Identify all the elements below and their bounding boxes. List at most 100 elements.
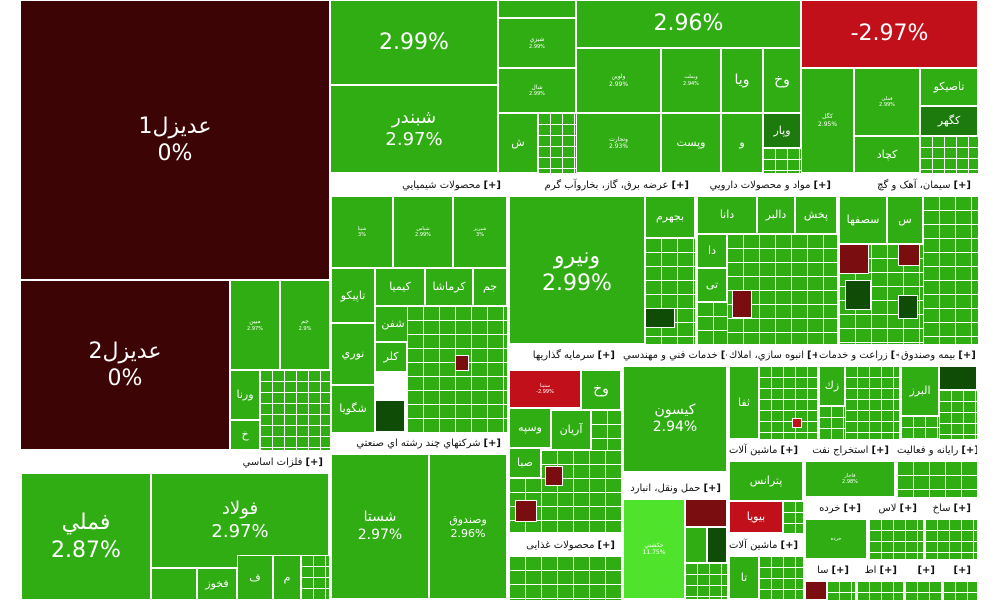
tile-tasiko[interactable]: تاصيكو — [920, 68, 978, 106]
tile-dark[interactable] — [845, 280, 871, 310]
sector-header[interactable]: زراعت و خدمات[+] — [819, 346, 899, 366]
tile-fkhoz[interactable]: فخوز — [197, 568, 237, 600]
expand-toggle[interactable]: [+] — [899, 503, 917, 514]
tile-shafan[interactable]: شفن — [375, 306, 411, 342]
tile-fmeli[interactable]: فملي 2.87% — [21, 473, 151, 600]
tile-ezhab[interactable]: ثفا — [729, 366, 759, 439]
expand-toggle[interactable]: [+] — [917, 565, 935, 576]
tile-mobin[interactable]: مبين 2.97% — [230, 280, 280, 370]
tile-adizel2[interactable]: عدیزل2 0% — [20, 280, 230, 450]
tile-arian[interactable]: آريان — [551, 410, 591, 450]
tile-red-small[interactable] — [732, 290, 752, 318]
tile-kalar[interactable]: كلر — [375, 342, 407, 372]
sector-header[interactable]: انبوه سازي، املاك[+] — [729, 346, 817, 366]
expand-toggle[interactable]: [+] — [720, 350, 727, 361]
tile-vorna[interactable]: ورنا — [230, 370, 260, 420]
tile-ti2[interactable]: تا — [729, 556, 759, 599]
tile-top-b[interactable]: 2.96% — [576, 0, 801, 48]
expand-toggle[interactable]: [+] — [953, 503, 971, 514]
expand-toggle[interactable]: [+] — [807, 350, 817, 361]
tile-bjhorm[interactable]: بجهرم — [645, 196, 695, 238]
tile-shbriz[interactable]: شبريز 3% — [453, 196, 507, 268]
tile-da[interactable]: دا — [697, 234, 727, 268]
tile-pakhsh[interactable]: پخش — [795, 196, 837, 234]
tile-kison[interactable]: كيسون 2.94% — [623, 366, 727, 472]
expand-toggle[interactable]: [+] — [831, 565, 849, 576]
expand-toggle[interactable]: [+] — [671, 180, 689, 191]
tile-red-small[interactable] — [515, 500, 537, 522]
expand-toggle[interactable]: [+] — [597, 540, 615, 551]
tile-vpost[interactable]: وپست — [661, 113, 721, 173]
tile-dark[interactable] — [939, 366, 977, 390]
expand-toggle[interactable]: [+] — [597, 350, 615, 361]
tile-ptrans[interactable]: پترانس — [729, 461, 803, 501]
tile-ti[interactable]: تی — [697, 268, 727, 302]
tile-vsandogh[interactable]: وصندوق 2.96% — [429, 454, 507, 599]
sector-header[interactable]: استخراج نفت [+] — [805, 441, 895, 461]
tile-kgol[interactable]: كگل 2.95% — [801, 68, 854, 173]
expand-toggle[interactable]: [+] — [780, 540, 799, 551]
tile-jam[interactable]: جم 2.9% — [280, 280, 330, 370]
expand-toggle[interactable]: [+] — [305, 457, 323, 468]
tile-shpns[interactable]: شپنا 3% — [331, 196, 393, 268]
sector-header[interactable]: شركتهاي چند رشته اي صنعتي [+] — [331, 434, 507, 454]
tile-kgohar[interactable]: كگهر — [920, 106, 978, 136]
sector-header[interactable]: فلزات اساسي [+] — [21, 453, 329, 473]
tile-dalbar[interactable]: دالبر — [757, 196, 795, 234]
tile-transport-small[interactable] — [685, 527, 707, 563]
tile-red-small[interactable] — [898, 244, 920, 266]
sector-header[interactable]: عرضه برق، گاز، بخاروآب گرم [+] — [509, 176, 695, 196]
tile-red-small[interactable] — [839, 244, 869, 274]
tile-zak[interactable]: زك — [819, 366, 845, 406]
expand-toggle[interactable]: [+] — [890, 350, 899, 361]
sector-header[interactable]: بیمه وصندوق [+] — [901, 346, 977, 366]
expand-toggle[interactable]: [+] — [871, 445, 889, 456]
sector-header[interactable]: ماشين آلات [+] — [729, 441, 803, 461]
tile-vkh[interactable]: وخ — [763, 48, 801, 113]
expand-toggle[interactable]: [+] — [703, 483, 721, 494]
tile-shizi[interactable]: شيزي 2.99% — [498, 18, 576, 68]
sector-header[interactable]: سیمان، آهک و گچ [+] — [839, 176, 977, 196]
tile-kermasha[interactable]: كرماشا — [425, 268, 473, 306]
tile-dark[interactable] — [898, 295, 918, 319]
tile-hkashti[interactable]: حكشتي 11.75% — [623, 499, 685, 599]
sector-header[interactable]: [+] — [943, 561, 977, 581]
sector-header[interactable]: اط [+] — [857, 561, 903, 581]
expand-toggle[interactable]: [+] — [483, 438, 501, 449]
sector-header[interactable]: حمل ونقل، انبارد [+] — [623, 479, 727, 499]
tile-dark[interactable] — [707, 527, 727, 563]
tile-metals-small[interactable] — [151, 568, 197, 600]
tile-vbmellat[interactable]: وبملت 2.94% — [661, 48, 721, 113]
expand-toggle[interactable]: [+] — [953, 180, 971, 191]
tile-tapiko[interactable]: تاپیکو — [331, 268, 375, 323]
expand-toggle[interactable]: [+] — [780, 445, 799, 456]
tile-shabandar[interactable]: شبندر 2.97% — [330, 85, 498, 173]
tile-vkh2[interactable]: وخ — [581, 370, 621, 410]
sector-header[interactable]: مواد و محصولات دارويي [+] — [697, 176, 837, 196]
tile-red-small[interactable] — [455, 355, 469, 371]
sector-header[interactable]: سا [+] — [805, 561, 855, 581]
sector-header[interactable]: محصولات غذایی [+] — [509, 536, 621, 556]
tile-dark[interactable] — [645, 308, 675, 328]
tile-ff[interactable]: ف — [237, 555, 273, 600]
tile-sos[interactable]: س — [887, 196, 923, 244]
tile-sohkro[interactable]: سصفها — [839, 196, 887, 244]
tile-sh[interactable]: ش — [498, 113, 538, 173]
expand-toggle[interactable]: [+] — [483, 180, 501, 191]
tile-top-c[interactable]: -2.97% — [801, 0, 978, 68]
tile-red-small[interactable] — [545, 466, 563, 486]
tile-valvin[interactable]: ولوین 2.99% — [576, 48, 661, 113]
tile-kh[interactable]: خ — [230, 420, 260, 450]
tile-saba[interactable]: صبا — [509, 448, 541, 478]
sector-header[interactable]: رایانه و فعالیت[+] — [897, 441, 977, 461]
expand-toggle[interactable]: [+] — [813, 180, 831, 191]
expand-toggle[interactable]: [+] — [843, 503, 861, 514]
tile-dark[interactable] — [375, 400, 405, 432]
sector-header[interactable]: ساخ [+] — [925, 499, 977, 519]
tile-top-small[interactable] — [498, 0, 576, 18]
tile-top-a[interactable]: 2.99% — [330, 0, 498, 85]
tile-vpaya[interactable]: ويا — [721, 48, 763, 113]
tile-fooolad[interactable]: فولاد 2.97% — [151, 473, 329, 568]
tile-vniro[interactable]: ونيرو 2.99% — [509, 196, 645, 344]
tile-albrz[interactable]: البرز — [901, 366, 939, 416]
